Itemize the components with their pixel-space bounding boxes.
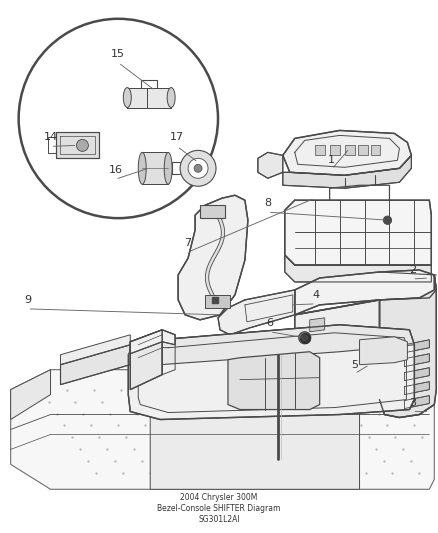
Polygon shape xyxy=(60,335,130,365)
Ellipse shape xyxy=(77,140,88,151)
Polygon shape xyxy=(127,87,147,108)
Text: 1: 1 xyxy=(328,155,335,165)
Polygon shape xyxy=(56,132,99,158)
Circle shape xyxy=(302,335,308,341)
Text: 16: 16 xyxy=(108,165,122,175)
Polygon shape xyxy=(228,352,320,409)
Polygon shape xyxy=(360,337,407,365)
Polygon shape xyxy=(178,195,248,320)
Polygon shape xyxy=(205,295,230,308)
Polygon shape xyxy=(200,205,225,218)
Text: SG301L2AI: SG301L2AI xyxy=(198,515,240,524)
Polygon shape xyxy=(295,300,379,415)
Polygon shape xyxy=(283,155,411,188)
Circle shape xyxy=(188,158,208,178)
Polygon shape xyxy=(128,325,414,365)
Circle shape xyxy=(194,164,202,172)
Ellipse shape xyxy=(138,152,146,184)
Polygon shape xyxy=(330,146,339,155)
Ellipse shape xyxy=(124,87,131,108)
Polygon shape xyxy=(128,325,414,419)
Polygon shape xyxy=(371,146,381,155)
Text: 14: 14 xyxy=(43,132,58,142)
Polygon shape xyxy=(150,370,360,489)
Text: 2: 2 xyxy=(409,265,416,275)
Text: 9: 9 xyxy=(24,295,31,305)
Text: 3: 3 xyxy=(409,398,416,408)
Text: 17: 17 xyxy=(170,132,184,142)
Polygon shape xyxy=(130,330,162,390)
Ellipse shape xyxy=(164,152,172,184)
Polygon shape xyxy=(404,382,429,394)
Polygon shape xyxy=(60,345,130,385)
Polygon shape xyxy=(295,270,436,315)
Polygon shape xyxy=(345,146,355,155)
Polygon shape xyxy=(310,318,325,332)
Ellipse shape xyxy=(167,87,175,108)
Text: 7: 7 xyxy=(184,238,192,248)
Polygon shape xyxy=(404,368,429,381)
Text: 4: 4 xyxy=(312,290,319,300)
Text: 5: 5 xyxy=(351,360,358,370)
Polygon shape xyxy=(11,370,434,489)
Polygon shape xyxy=(283,131,411,175)
Polygon shape xyxy=(218,290,295,335)
Circle shape xyxy=(19,19,218,218)
Circle shape xyxy=(180,150,216,186)
Text: Bezel-Console SHIFTER Diagram: Bezel-Console SHIFTER Diagram xyxy=(157,504,281,513)
Polygon shape xyxy=(404,340,429,353)
Text: 6: 6 xyxy=(266,318,273,328)
Polygon shape xyxy=(404,354,429,367)
Polygon shape xyxy=(147,87,171,108)
Polygon shape xyxy=(258,152,283,178)
Polygon shape xyxy=(142,152,168,184)
Polygon shape xyxy=(404,395,429,409)
Polygon shape xyxy=(379,275,436,417)
Polygon shape xyxy=(130,330,175,354)
Text: 15: 15 xyxy=(111,49,125,59)
Polygon shape xyxy=(285,255,431,282)
Text: 8: 8 xyxy=(264,198,272,208)
Circle shape xyxy=(299,332,311,344)
Text: 2004 Chrysler 300M: 2004 Chrysler 300M xyxy=(180,493,258,502)
Polygon shape xyxy=(357,146,367,155)
Polygon shape xyxy=(285,200,431,265)
Polygon shape xyxy=(11,370,50,419)
Polygon shape xyxy=(314,146,325,155)
Circle shape xyxy=(384,216,392,224)
